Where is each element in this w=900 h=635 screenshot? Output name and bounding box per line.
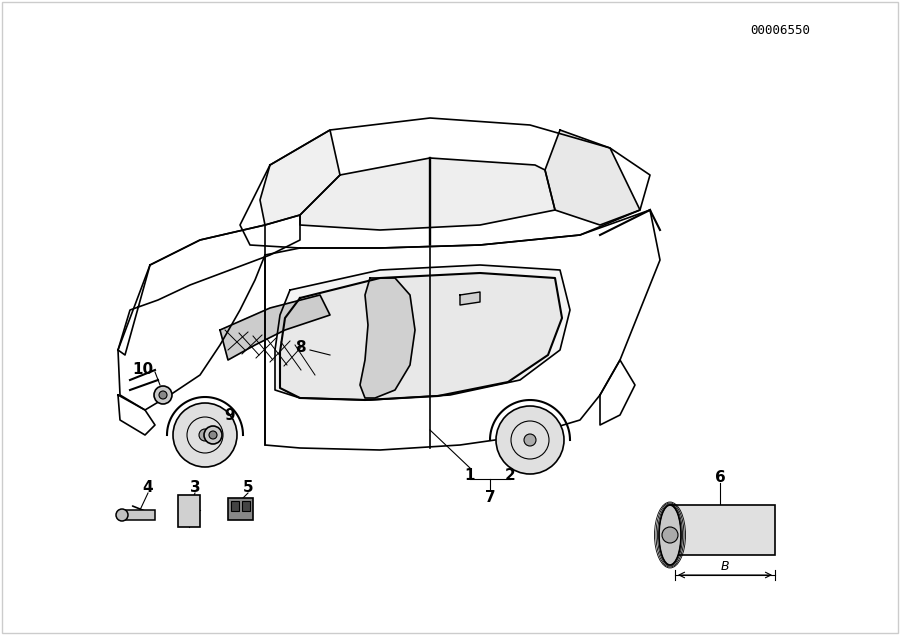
Polygon shape xyxy=(460,292,480,305)
Circle shape xyxy=(662,527,678,543)
Circle shape xyxy=(199,429,211,441)
Circle shape xyxy=(524,434,536,446)
FancyBboxPatch shape xyxy=(242,501,250,511)
Polygon shape xyxy=(118,225,265,410)
Polygon shape xyxy=(280,273,562,400)
Text: 1: 1 xyxy=(464,467,475,483)
Polygon shape xyxy=(600,360,635,425)
Text: 7: 7 xyxy=(485,490,495,505)
Circle shape xyxy=(209,431,217,439)
Circle shape xyxy=(154,386,172,404)
Polygon shape xyxy=(265,210,660,450)
Text: 8: 8 xyxy=(294,340,305,356)
Polygon shape xyxy=(260,130,340,225)
Text: 00006550: 00006550 xyxy=(750,23,810,36)
FancyBboxPatch shape xyxy=(231,501,239,511)
Polygon shape xyxy=(300,158,555,230)
Polygon shape xyxy=(240,118,650,248)
Text: 6: 6 xyxy=(715,469,725,485)
Polygon shape xyxy=(220,295,330,360)
Text: 9: 9 xyxy=(225,408,235,422)
Text: 2: 2 xyxy=(505,467,516,483)
Text: 5: 5 xyxy=(243,479,253,495)
FancyBboxPatch shape xyxy=(120,510,155,520)
FancyBboxPatch shape xyxy=(228,498,253,520)
FancyBboxPatch shape xyxy=(670,505,775,555)
Circle shape xyxy=(173,403,237,467)
Polygon shape xyxy=(275,265,570,400)
Polygon shape xyxy=(118,395,155,435)
Text: 3: 3 xyxy=(190,479,201,495)
Ellipse shape xyxy=(659,505,681,565)
Polygon shape xyxy=(545,130,640,225)
Circle shape xyxy=(159,391,167,399)
Text: 4: 4 xyxy=(143,479,153,495)
Circle shape xyxy=(204,426,222,444)
Text: B: B xyxy=(721,561,729,573)
FancyBboxPatch shape xyxy=(178,495,200,527)
Polygon shape xyxy=(360,278,415,398)
Text: 10: 10 xyxy=(132,363,154,377)
Circle shape xyxy=(496,406,564,474)
Circle shape xyxy=(116,509,128,521)
Polygon shape xyxy=(118,215,300,355)
